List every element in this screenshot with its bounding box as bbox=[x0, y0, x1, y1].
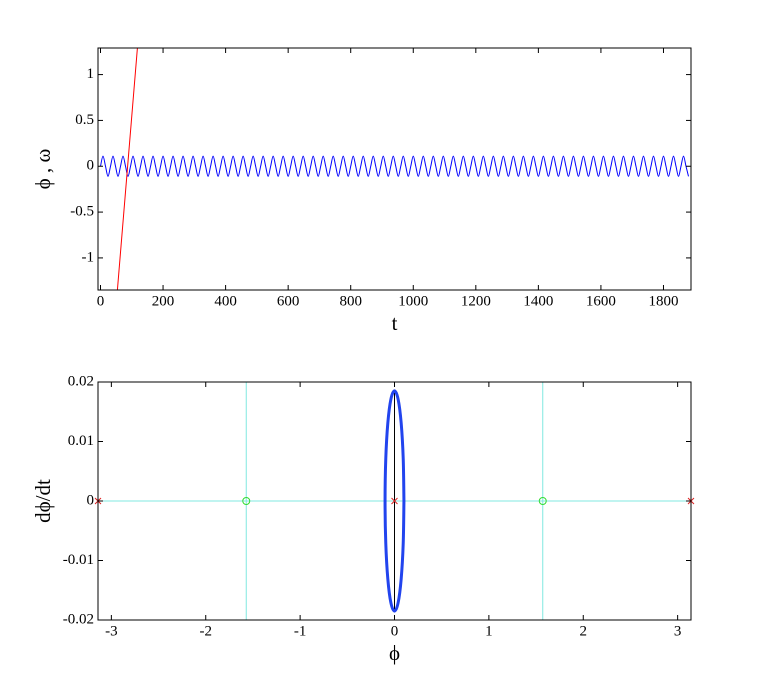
x-tick-label: 800 bbox=[339, 293, 362, 309]
y-tick-label: 1 bbox=[87, 66, 95, 82]
x-tick-label: 1800 bbox=[648, 293, 678, 309]
x-tick-label: 600 bbox=[277, 293, 300, 309]
x-axis-label: ϕ bbox=[389, 641, 400, 665]
marker bbox=[391, 497, 398, 505]
x-tick-label: 3 bbox=[674, 623, 682, 639]
axes-box bbox=[97, 47, 692, 291]
x-tick-label: 400 bbox=[214, 293, 237, 309]
y-tick-label: 0 bbox=[87, 158, 95, 174]
y-tick-label: -0.01 bbox=[63, 552, 94, 568]
x-tick-label: 0 bbox=[391, 623, 399, 639]
x-tick-label: 200 bbox=[152, 293, 175, 309]
data-line bbox=[116, 48, 138, 290]
x-tick-label: 0 bbox=[97, 293, 105, 309]
data-line bbox=[383, 389, 406, 613]
x-tick-label: 2 bbox=[580, 623, 588, 639]
x-tick-label: 1600 bbox=[586, 293, 616, 309]
y-tick-label: -1 bbox=[82, 249, 95, 265]
x-tick-label: 1200 bbox=[461, 293, 491, 309]
marker bbox=[242, 497, 251, 505]
x-tick-label: 1400 bbox=[523, 293, 553, 309]
y-tick-label: -0.02 bbox=[63, 611, 94, 627]
y-tick-label: 0.01 bbox=[68, 433, 94, 449]
x-tick-label: -3 bbox=[105, 623, 118, 639]
y-axis-label: dϕ/dt bbox=[31, 479, 55, 523]
x-tick-label: -1 bbox=[294, 623, 307, 639]
plot-area bbox=[100, 48, 689, 290]
y-tick-label: 0.02 bbox=[68, 373, 94, 389]
y-tick-label: 0.5 bbox=[75, 112, 94, 128]
data-line bbox=[100, 155, 689, 177]
y-tick-label: -0.5 bbox=[70, 204, 94, 220]
x-tick-label: 1000 bbox=[398, 293, 428, 309]
x-tick-label: 1 bbox=[485, 623, 493, 639]
x-axis-label: t bbox=[392, 311, 398, 335]
y-axis-label: ϕ , ω bbox=[31, 149, 55, 190]
x-tick-label: -2 bbox=[199, 623, 212, 639]
y-tick-label: 0 bbox=[87, 492, 95, 508]
marker bbox=[538, 497, 547, 505]
